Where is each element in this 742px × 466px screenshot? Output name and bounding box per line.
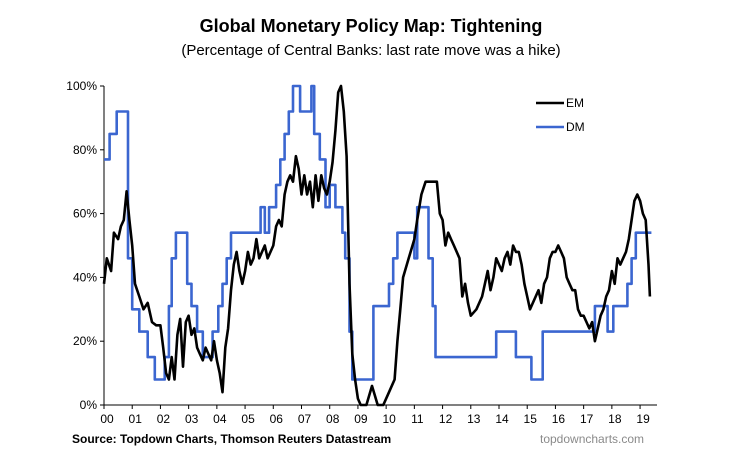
x-tick-label: 02 — [157, 412, 171, 426]
x-tick-label: 00 — [100, 412, 114, 426]
x-tick-label: 16 — [552, 412, 566, 426]
x-tick-label: 17 — [580, 412, 594, 426]
y-tick-label: 100% — [66, 79, 97, 93]
x-tick-label: 14 — [495, 412, 509, 426]
y-tick-label: 0% — [80, 398, 98, 412]
x-tick-label: 09 — [354, 412, 368, 426]
x-tick-label: 12 — [439, 412, 453, 426]
x-tick-label: 08 — [326, 412, 340, 426]
y-tick-label: 40% — [73, 270, 97, 284]
legend-label-em: EM — [566, 96, 584, 110]
x-tick-label: 11 — [411, 412, 424, 426]
x-tick-label: 15 — [524, 412, 538, 426]
legend-label-dm: DM — [566, 120, 585, 134]
y-tick-label: 80% — [73, 143, 97, 157]
x-tick-label: 18 — [608, 412, 622, 426]
series-line-em — [102, 84, 652, 407]
series-line-dm — [104, 84, 652, 381]
watermark: topdowncharts.com — [540, 432, 645, 446]
x-tick-label: 06 — [270, 412, 284, 426]
chart-subtitle: (Percentage of Central Banks: last rate … — [181, 42, 561, 59]
chart-title: Global Monetary Policy Map: Tightening — [199, 16, 543, 36]
x-tick-label: 01 — [129, 412, 143, 426]
y-tick-label: 20% — [73, 334, 97, 348]
x-tick-label: 07 — [298, 412, 312, 426]
y-tick-label: 60% — [73, 207, 97, 221]
x-tick-label: 05 — [241, 412, 255, 426]
x-tick-label: 10 — [382, 412, 396, 426]
plot-area: 0% 20% 40% 60% 80% 100% 00 01 02 03 04 05 06 07 08 09 10… — [66, 79, 657, 426]
x-tick-label: 04 — [213, 412, 227, 426]
x-tick-label: 19 — [636, 412, 650, 426]
x-tick-label: 13 — [467, 412, 481, 426]
source-note: Source: Topdown Charts, Thomson Reuters … — [72, 432, 392, 446]
x-tick-label: 03 — [185, 412, 199, 426]
